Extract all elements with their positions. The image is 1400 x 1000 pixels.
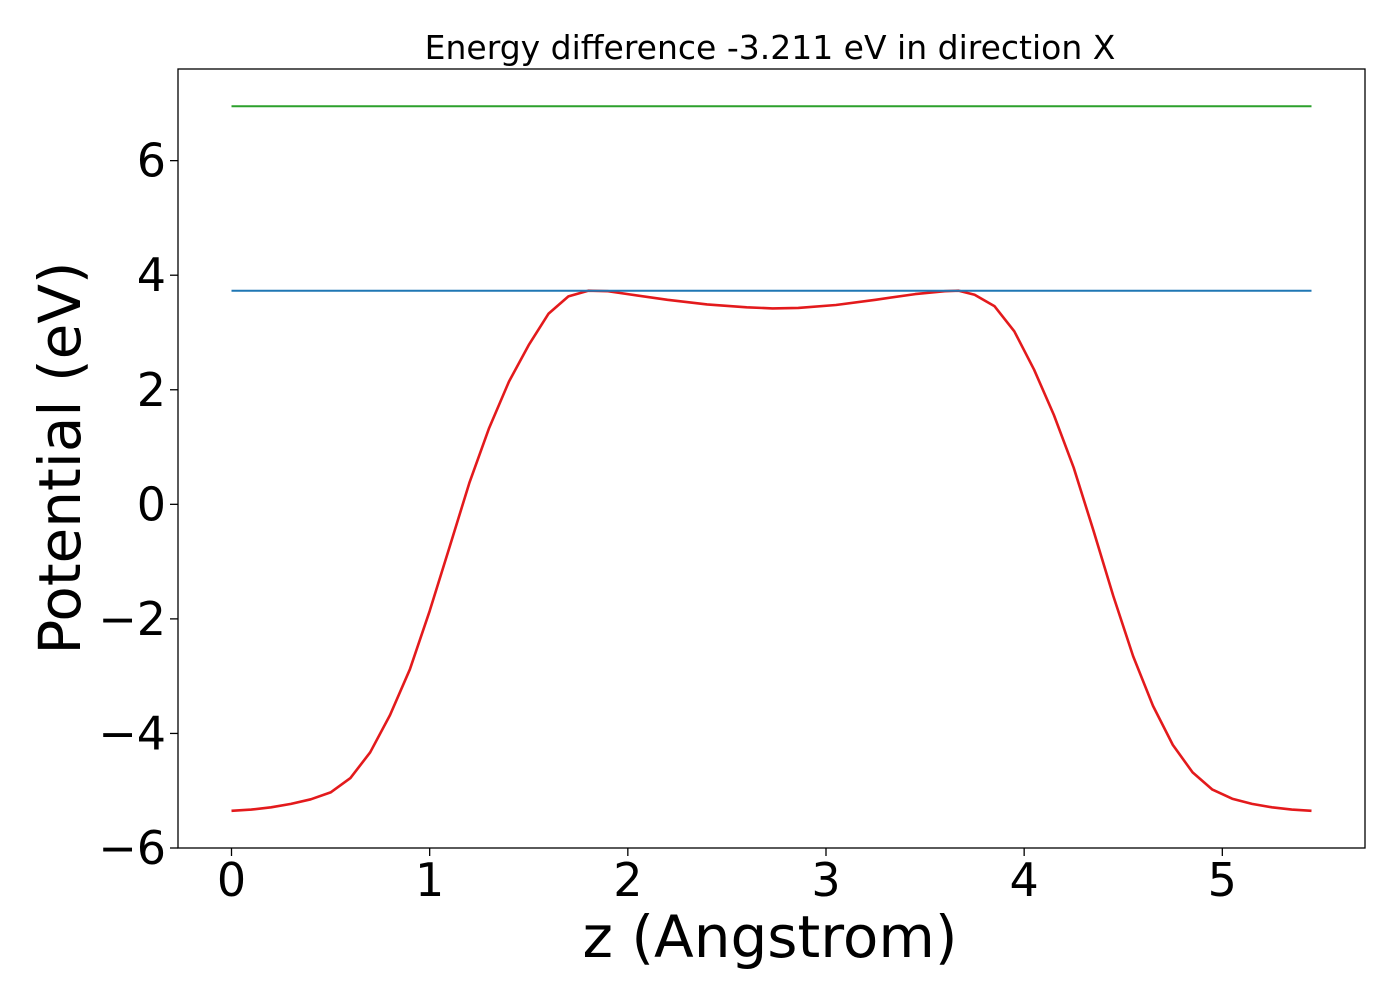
y-tick-label: −6 [98, 821, 166, 875]
chart-title: Energy difference -3.211 eV in direction… [425, 28, 1116, 67]
y-tick-label: −4 [98, 706, 166, 760]
x-tick-label: 3 [811, 853, 840, 907]
y-axis-label: Potential (eV) [26, 261, 94, 654]
x-tick-label: 5 [1208, 853, 1237, 907]
series-layer [231, 105, 1312, 813]
x-axis-label: z (Angstrom) [583, 903, 958, 971]
x-tick-label: 2 [613, 853, 642, 907]
y-tick-label: 4 [137, 248, 166, 302]
y-tick-label: 6 [137, 134, 166, 188]
x-tick-label: 0 [217, 853, 246, 907]
plot-area [178, 69, 1365, 848]
y-tick-label: 0 [137, 477, 166, 531]
y-tick-label: 2 [137, 363, 166, 417]
x-axis: 0 1 2 3 4 5 [217, 848, 1237, 907]
x-tick-label: 1 [415, 853, 444, 907]
x-tick-label: 4 [1010, 853, 1039, 907]
y-tick-label: −2 [98, 592, 166, 646]
plot-frame [177, 68, 1366, 849]
y-axis: −6 −4 −2 0 2 4 6 [98, 134, 178, 875]
series-line-potential [231, 289, 1312, 813]
